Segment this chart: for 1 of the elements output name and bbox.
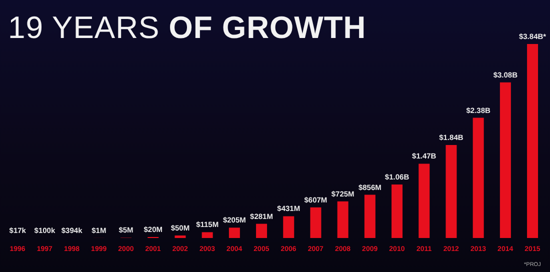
chart-title: 19 YEARS OF GROWTH bbox=[8, 10, 366, 45]
